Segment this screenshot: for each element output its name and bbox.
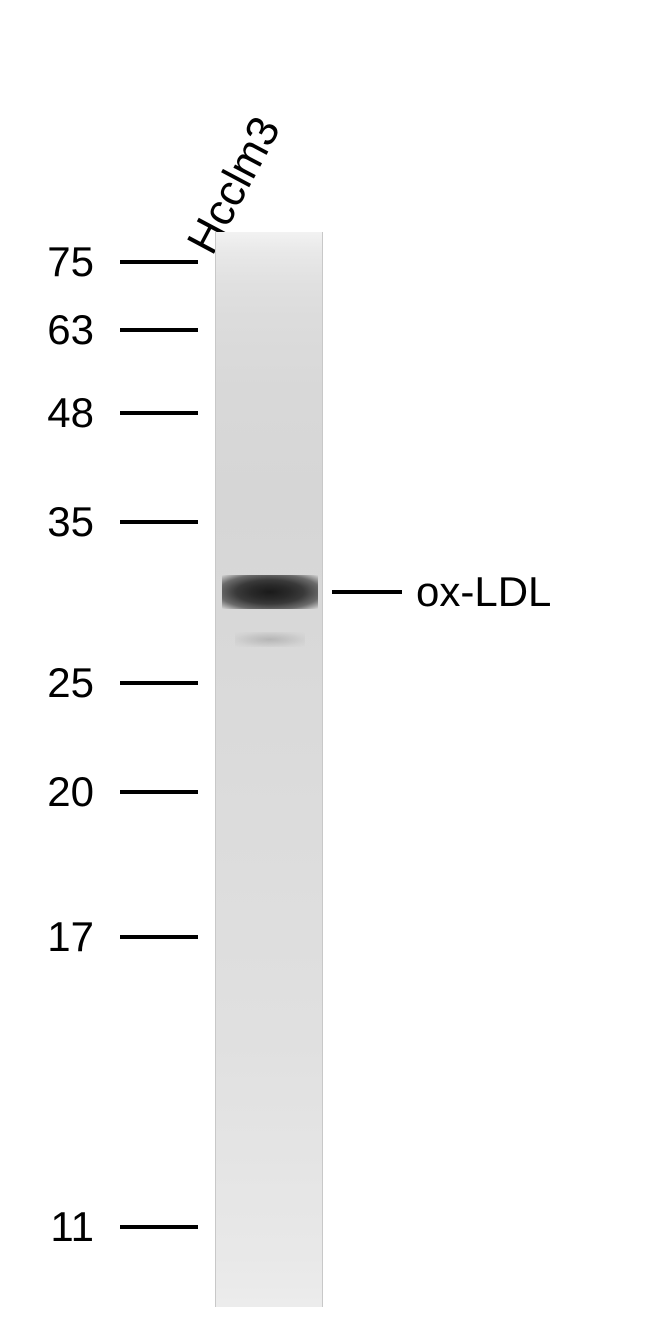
marker-tick-17 xyxy=(120,935,198,939)
blot-lane xyxy=(215,232,323,1307)
protein-tick xyxy=(332,590,402,594)
marker-tick-35 xyxy=(120,520,198,524)
blot-container: Hcclm3 7563483525201711 ox-LDL xyxy=(0,0,650,1334)
marker-tick-25 xyxy=(120,681,198,685)
marker-label-63: 63 xyxy=(24,306,94,354)
band-main xyxy=(222,575,318,609)
marker-label-20: 20 xyxy=(24,768,94,816)
marker-tick-20 xyxy=(120,790,198,794)
marker-tick-11 xyxy=(120,1225,198,1229)
marker-tick-75 xyxy=(120,260,198,264)
protein-label: ox-LDL xyxy=(416,568,551,616)
marker-label-25: 25 xyxy=(24,659,94,707)
marker-label-35: 35 xyxy=(24,498,94,546)
marker-label-17: 17 xyxy=(24,913,94,961)
marker-tick-48 xyxy=(120,411,198,415)
band-faint xyxy=(235,632,305,647)
marker-label-75: 75 xyxy=(24,238,94,286)
marker-label-48: 48 xyxy=(24,389,94,437)
marker-tick-63 xyxy=(120,328,198,332)
marker-label-11: 11 xyxy=(24,1203,94,1251)
